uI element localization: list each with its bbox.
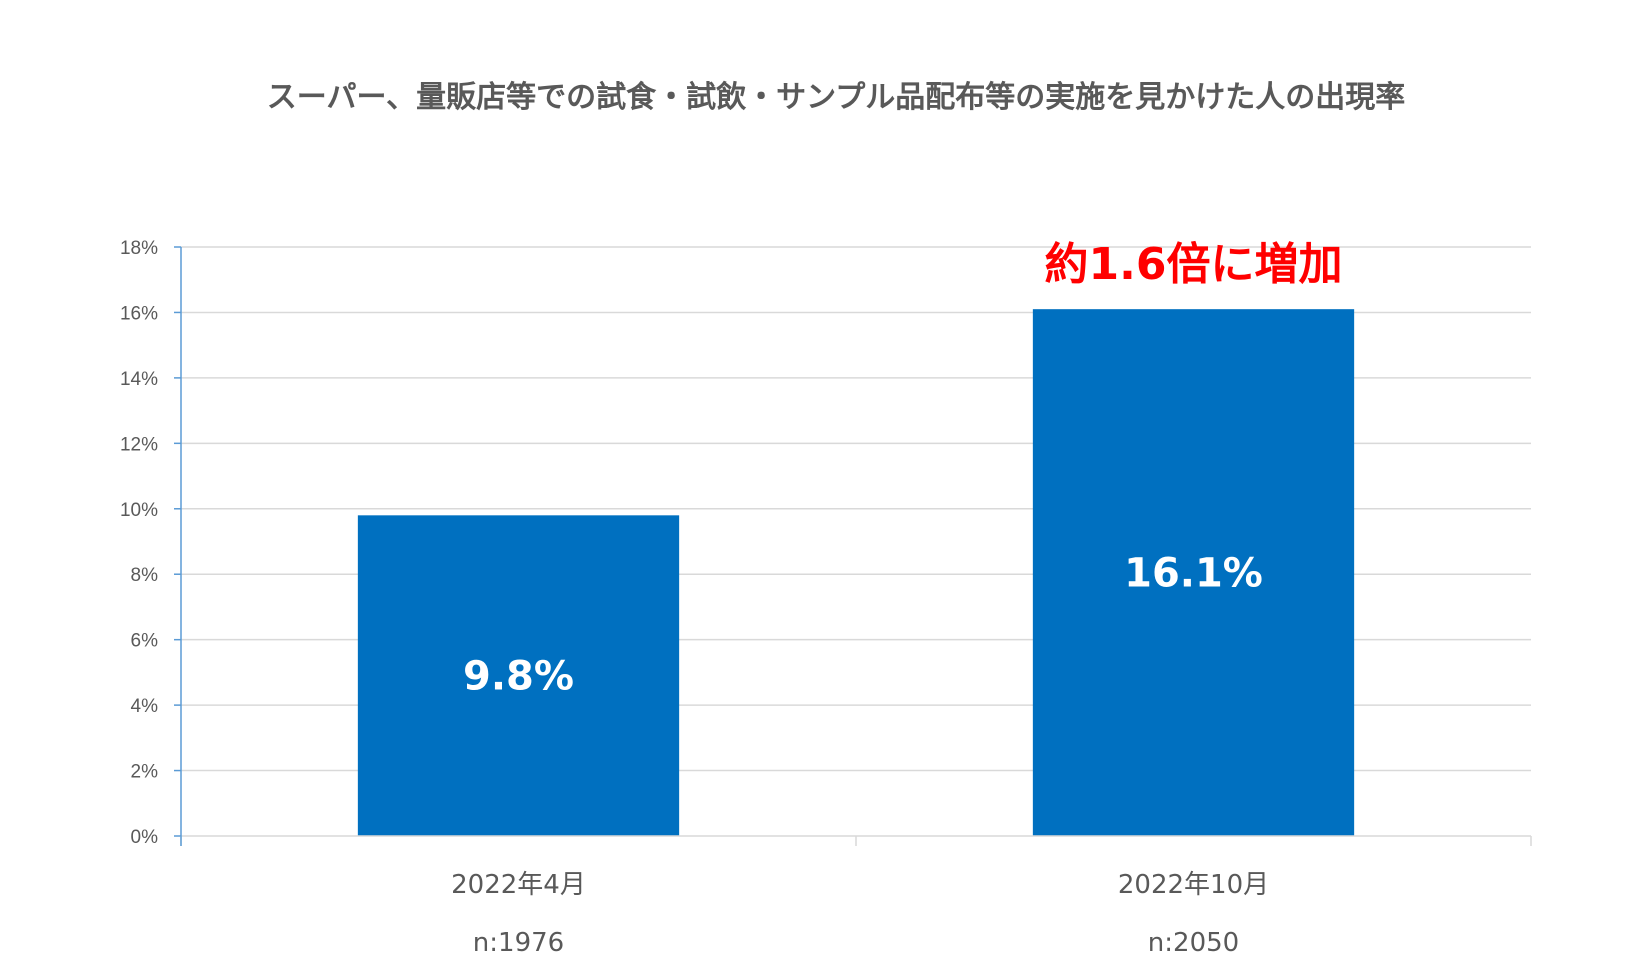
labels: 0% 2% 4% 6% 8% 10% 12% 14% 16% 18% 9.8% 2022年4月 n:19… (120, 238, 1343, 958)
data-label: 9.8% (463, 654, 574, 700)
y-tick-label: 0% (131, 827, 159, 848)
data-label: 16.1% (1124, 551, 1263, 597)
sample-size-label: n:2050 (1148, 928, 1239, 958)
y-tick-label: 14% (120, 369, 158, 390)
bar (357, 515, 680, 836)
y-tick-label: 10% (120, 500, 158, 521)
bars (357, 309, 1355, 836)
y-tick-label: 2% (131, 762, 159, 783)
axes (174, 246, 1532, 846)
bar (1032, 309, 1355, 836)
x-category-label: 2022年4月 (451, 870, 586, 900)
sample-size-label: n:1976 (473, 928, 564, 958)
y-tick-label: 18% (120, 238, 158, 259)
y-tick-label: 12% (120, 434, 158, 455)
y-tick-label: 6% (131, 631, 159, 652)
y-tick-label: 4% (131, 696, 159, 717)
y-tick-label: 8% (131, 565, 159, 586)
x-category-label: 2022年10月 (1118, 870, 1269, 900)
chart-title: スーパー、量販店等での試食・試飲・サンプル品配布等の実施を見かけた人の出現率 (267, 80, 1406, 115)
increase-annotation: 約1.6倍に増加 (1045, 239, 1343, 290)
y-tick-label: 16% (120, 303, 158, 324)
